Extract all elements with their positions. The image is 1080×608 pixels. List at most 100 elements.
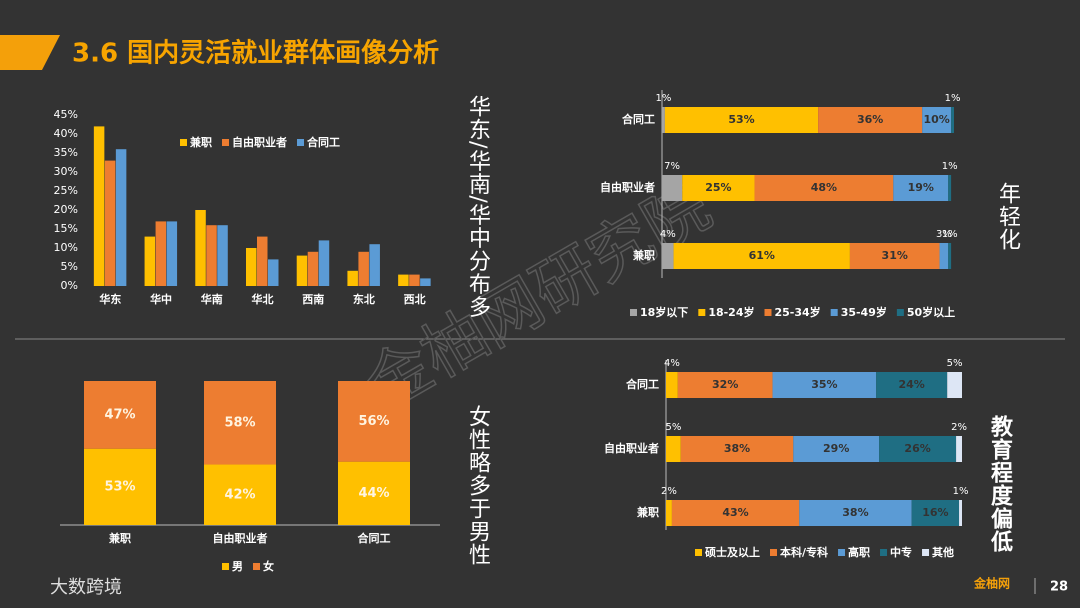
bar-segment <box>818 107 923 133</box>
data-label: 1% <box>942 161 958 172</box>
page-number: 28 <box>1050 580 1068 595</box>
data-label: 56% <box>358 414 389 429</box>
bar <box>358 251 369 286</box>
legend-swatch <box>698 309 706 316</box>
bar-segment <box>947 372 962 398</box>
data-label: 4% <box>660 229 676 240</box>
bar <box>307 251 319 286</box>
legend-label: 18岁以下 <box>640 305 688 319</box>
bar <box>409 274 420 286</box>
legend-label: 中专 <box>890 545 912 559</box>
bar <box>144 236 156 286</box>
bar-segment <box>666 372 678 398</box>
bar-segment <box>876 372 948 398</box>
legend-label: 18-24岁 <box>708 305 754 319</box>
data-label: 1% <box>945 93 961 104</box>
bar <box>166 221 178 286</box>
bar-segment <box>951 107 954 133</box>
data-label: 42% <box>224 487 255 502</box>
y-tick-label: 自由职业者 <box>600 180 655 194</box>
data-label: 16% <box>922 506 948 519</box>
legend-label: 男 <box>232 560 243 573</box>
legend-label: 50岁以上 <box>907 305 955 319</box>
data-label: 38% <box>842 506 868 519</box>
bar-segment <box>893 175 949 201</box>
bar <box>246 248 257 286</box>
data-label: 48% <box>811 181 837 194</box>
legend-swatch <box>695 549 702 556</box>
data-label: 38% <box>724 442 750 455</box>
legend-swatch <box>764 309 772 316</box>
data-label: 44% <box>358 486 389 501</box>
y-tick-label: 合同工 <box>622 112 655 126</box>
data-label: 1% <box>942 229 958 240</box>
bar-segment <box>204 464 276 525</box>
bar <box>195 210 206 286</box>
bar <box>206 225 217 286</box>
bar-segment <box>849 243 940 269</box>
bar-segment <box>959 500 962 526</box>
y-tick-label: 0% <box>61 279 78 292</box>
legend-swatch <box>297 139 304 146</box>
data-label: 53% <box>728 113 754 126</box>
bar-segment <box>662 107 665 133</box>
data-label: 4% <box>664 358 680 369</box>
data-label: 2% <box>661 486 677 497</box>
legend-label: 兼职 <box>190 135 212 149</box>
legend-swatch <box>838 549 846 556</box>
data-label: 35% <box>811 378 837 391</box>
data-label: 19% <box>908 181 934 194</box>
bar <box>155 221 167 286</box>
legend-label: 高职 <box>848 545 870 559</box>
data-label: 26% <box>904 442 930 455</box>
bar-segment <box>922 107 952 133</box>
data-label: 58% <box>224 415 255 430</box>
x-tick-label: 华南 <box>201 292 223 306</box>
bar-segment <box>879 436 957 462</box>
y-tick-label: 15% <box>54 222 78 235</box>
data-label: 5% <box>665 422 681 433</box>
data-label: 2% <box>951 422 967 433</box>
legend-label: 25-34岁 <box>775 305 821 319</box>
bar-segment <box>338 381 410 462</box>
bar <box>93 126 105 287</box>
bar-segment <box>754 175 894 201</box>
data-label: 7% <box>664 161 680 172</box>
data-label: 43% <box>722 506 748 519</box>
data-label: 24% <box>899 378 925 391</box>
y-tick-label: 合同工 <box>626 377 659 391</box>
data-label: 31% <box>882 249 908 262</box>
legend-swatch <box>222 139 229 146</box>
bar-segment <box>680 436 794 462</box>
legend-swatch <box>770 549 777 556</box>
data-label: 36% <box>857 113 883 126</box>
slide-title: 3.6 国内灵活就业群体画像分析 <box>72 39 439 69</box>
y-tick-label: 30% <box>54 165 78 178</box>
legend-label: 合同工 <box>307 135 340 149</box>
legend-swatch <box>253 563 260 570</box>
footer-logo: 金柚网 <box>973 576 1010 591</box>
legend-swatch <box>180 139 187 146</box>
data-label: 61% <box>749 249 775 262</box>
x-tick-label: 华中 <box>150 292 172 306</box>
side-note: 教育程度偏低 <box>987 415 1012 553</box>
bar-segment <box>84 381 156 449</box>
bar <box>217 225 228 286</box>
bar-segment <box>662 175 683 201</box>
bar-segment <box>793 436 880 462</box>
footer-brand: 大数跨境 <box>50 577 122 598</box>
bar-segment <box>666 436 681 462</box>
bar <box>398 274 409 286</box>
bar <box>115 149 127 286</box>
y-tick-label: 45% <box>54 108 78 121</box>
data-label: 1% <box>656 93 672 104</box>
legend-swatch <box>896 309 904 316</box>
bar-segment <box>673 243 850 269</box>
bar-segment <box>338 461 410 525</box>
legend-swatch <box>880 549 888 556</box>
y-tick-label: 25% <box>54 184 78 197</box>
x-tick-label: 合同工 <box>358 531 391 545</box>
y-tick-label: 兼职 <box>637 505 659 519</box>
legend-label: 35-49岁 <box>841 305 887 319</box>
